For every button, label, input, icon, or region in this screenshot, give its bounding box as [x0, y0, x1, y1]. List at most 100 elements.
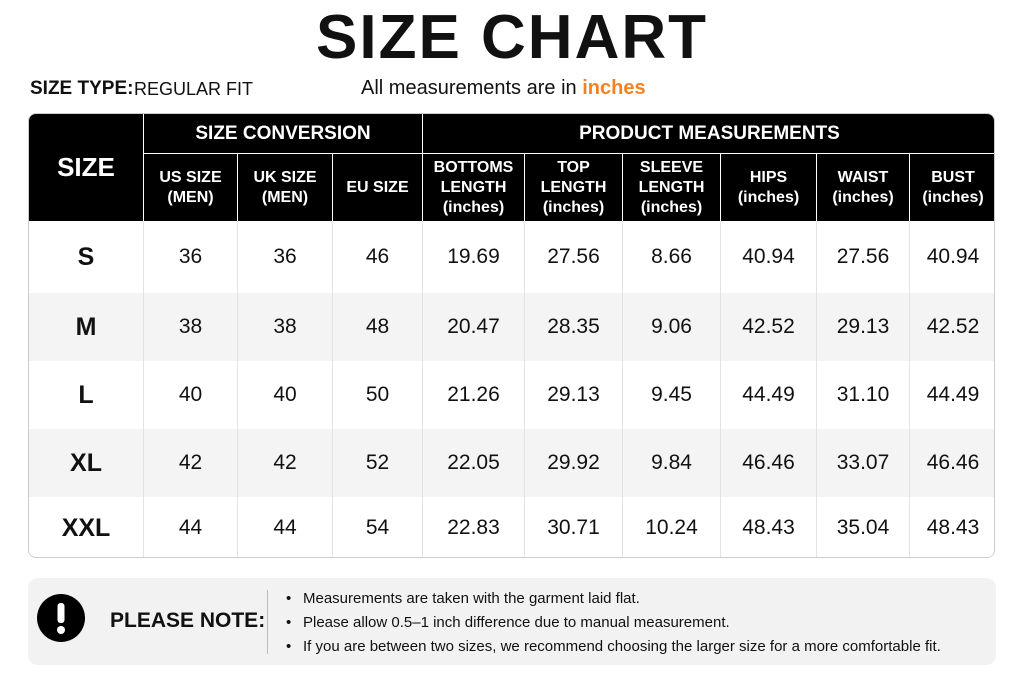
- note-text: Measurements are taken with the garment …: [303, 590, 640, 607]
- table-cell: 46.46: [909, 429, 994, 497]
- table-cell: 40.94: [909, 221, 994, 293]
- table-cell: 10.24: [622, 497, 720, 557]
- size-label: S: [77, 242, 95, 271]
- note-item: • If you are between two sizes, we recomm…: [286, 635, 941, 659]
- table-cell: 36: [237, 221, 332, 293]
- table-cell: 21.26: [422, 361, 524, 429]
- column-header: EU SIZE: [332, 154, 422, 221]
- table-cell: 40: [237, 361, 332, 429]
- table-cell: 38: [143, 293, 237, 361]
- column-header: US SIZE (MEN): [143, 154, 237, 221]
- header-line: BUST: [931, 168, 975, 186]
- column-header: UK SIZE (MEN): [237, 154, 332, 221]
- table-cell: 42: [143, 429, 237, 497]
- units-text: All measurements are in: [361, 77, 577, 99]
- header-line: EU SIZE: [346, 178, 409, 196]
- column-header: WAIST (inches): [816, 154, 909, 221]
- table-cell: 48.43: [909, 497, 994, 557]
- header-line: (MEN): [167, 188, 214, 206]
- header-line: BOTTOMS: [433, 158, 514, 176]
- note-item: • Measurements are taken with the garment…: [286, 587, 941, 611]
- table-cell: 40.94: [720, 221, 816, 293]
- table-cell: 29.92: [524, 429, 622, 497]
- note-text: Please allow 0.5–1 inch difference due t…: [303, 614, 730, 631]
- table-cell: 44.49: [909, 361, 994, 429]
- column-header: BOTTOMS LENGTH (inches): [422, 154, 524, 221]
- row-bg: [29, 293, 994, 361]
- header-line: (inches): [640, 198, 703, 216]
- note-items: • Measurements are taken with the garment…: [286, 587, 941, 659]
- table-cell: 46: [332, 221, 422, 293]
- bullet: •: [286, 638, 292, 655]
- table-cell: 52: [332, 429, 422, 497]
- table-cell: 50: [332, 361, 422, 429]
- units-unit: inches: [582, 77, 646, 99]
- header-line: US SIZE: [159, 168, 222, 186]
- header-line: (inches): [922, 188, 984, 206]
- table-cell: 38: [237, 293, 332, 361]
- table-cell: 27.56: [524, 221, 622, 293]
- size-label: M: [75, 312, 97, 341]
- table-cell: 42.52: [909, 293, 994, 361]
- table-cell: 48.43: [720, 497, 816, 557]
- header-line: UK SIZE: [253, 168, 317, 186]
- table-cell: 9.45: [622, 361, 720, 429]
- row-bg: [29, 429, 994, 497]
- table-cell: 46.46: [720, 429, 816, 497]
- header-line: (inches): [542, 198, 605, 216]
- alert-icon: [37, 594, 85, 642]
- bullet: •: [286, 614, 292, 631]
- header-line: LENGTH: [540, 178, 607, 196]
- header-line: HIPS: [749, 168, 788, 186]
- row-bg: [29, 497, 994, 557]
- column-header: HIPS (inches): [720, 154, 816, 221]
- table-cell: 54: [332, 497, 422, 557]
- note-label: PLEASE NOTE:: [110, 609, 266, 632]
- table-cell: 9.84: [622, 429, 720, 497]
- group-header: SIZE CONVERSION: [143, 114, 422, 154]
- table-cell: 20.47: [422, 293, 524, 361]
- table-cell: 44.49: [720, 361, 816, 429]
- table-cell: 8.66: [622, 221, 720, 293]
- row-bg: [29, 221, 994, 293]
- bullet: •: [286, 590, 292, 607]
- note-item: • Please allow 0.5–1 inch difference due …: [286, 611, 941, 635]
- table-cell: 29.13: [524, 361, 622, 429]
- table-cell: 48: [332, 293, 422, 361]
- size-type-value: REGULAR FIT: [134, 79, 254, 99]
- units-note: All measurements are in inches: [361, 77, 646, 100]
- header-line: LENGTH: [440, 178, 507, 196]
- size-table: SIZE SIZE CONVERSION PRODUCT MEASUREMENTS U…: [28, 113, 995, 558]
- divider: [267, 590, 268, 654]
- table-cell: 30.71: [524, 497, 622, 557]
- header-line: SLEEVE: [639, 158, 704, 176]
- table-cell: 19.69: [422, 221, 524, 293]
- table-cell: 29.13: [816, 293, 909, 361]
- table-cell: 44: [237, 497, 332, 557]
- group-header: PRODUCT MEASUREMENTS: [422, 114, 994, 154]
- note-box: PLEASE NOTE: • Measurements are taken wit…: [28, 578, 996, 665]
- table-cell: 9.06: [622, 293, 720, 361]
- column-header: SLEEVE LENGTH (inches): [622, 154, 720, 221]
- table-cell: 40: [143, 361, 237, 429]
- header-line: TOP: [557, 158, 590, 176]
- table-cell: 36: [143, 221, 237, 293]
- size-label: L: [78, 380, 94, 409]
- table-cell: 27.56: [816, 221, 909, 293]
- header-line: (inches): [442, 198, 505, 216]
- header-line: (inches): [737, 188, 800, 206]
- table-cell: 33.07: [816, 429, 909, 497]
- size-header: SIZE: [29, 114, 143, 221]
- column-header: BUST (inches): [909, 154, 994, 221]
- table-cell: 35.04: [816, 497, 909, 557]
- table-cell: 44: [143, 497, 237, 557]
- table-cell: 22.83: [422, 497, 524, 557]
- title: SIZE CHART: [316, 3, 708, 72]
- table-cell: 42: [237, 429, 332, 497]
- note-text: If you are between two sizes, we recomme…: [303, 638, 941, 655]
- size-label: XXL: [61, 513, 111, 542]
- table-cell: 22.05: [422, 429, 524, 497]
- row-bg: [29, 361, 994, 429]
- column-header: TOP LENGTH (inches): [524, 154, 622, 221]
